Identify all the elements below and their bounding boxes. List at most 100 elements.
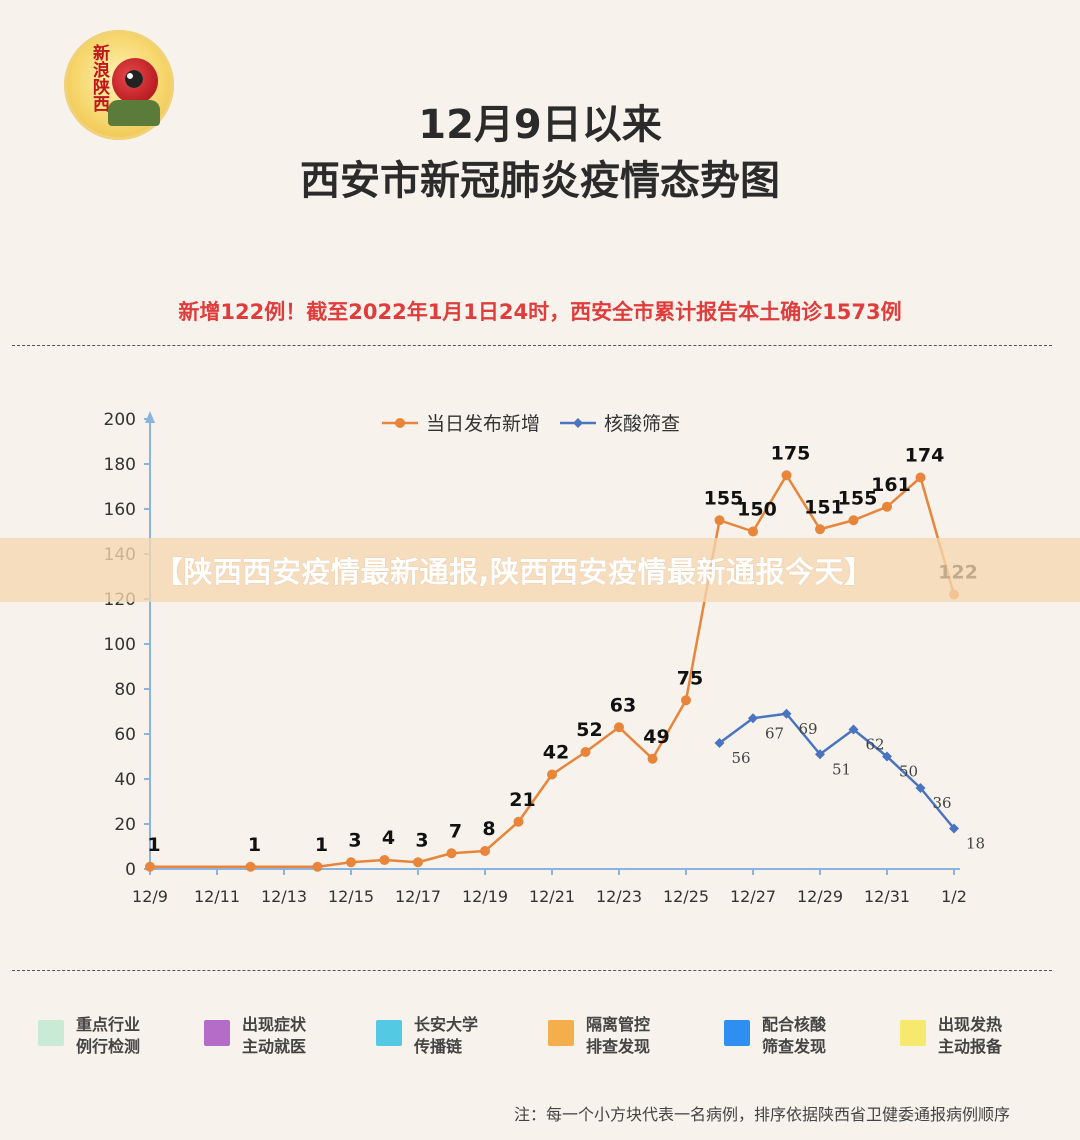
chart-axes: 02040608010012014016018020012/912/1112/1…: [104, 410, 967, 906]
y-tick-label: 20: [114, 815, 136, 835]
data-point: [547, 769, 557, 780]
sina-shaanxi-logo: 新浪陕西: [64, 30, 174, 140]
data-point: [145, 861, 155, 872]
data-point: [714, 738, 725, 748]
y-tick-label: 80: [114, 680, 136, 700]
category-label: 出现症状 主动就医: [242, 1015, 307, 1056]
x-tick-label: 12/9: [132, 887, 168, 906]
category-swatch: [900, 1020, 926, 1046]
data-point: [748, 526, 758, 537]
data-point: [915, 472, 926, 483]
category-swatch: [724, 1020, 750, 1046]
category-label: 隔离管控 排查发现: [586, 1015, 651, 1056]
category-item: 长安大学 传播链: [376, 1014, 536, 1064]
data-label: 4: [382, 827, 395, 849]
chart-title-line1: 12月9日以来: [418, 102, 662, 148]
category-legend: 重点行业 例行检测 出现症状 主动就医 长安大学 传播链 隔离管控 排查发现 配合核酸 筛查发现 出…: [0, 1014, 1080, 1064]
x-tick-label: 12/17: [395, 887, 441, 906]
y-axis-arrow: [145, 411, 155, 423]
category-item: 配合核酸 筛查发现: [724, 1014, 884, 1064]
data-point: [781, 708, 792, 719]
data-label: 151: [804, 496, 844, 518]
data-label: 161: [871, 474, 911, 496]
data-point: [815, 524, 825, 535]
data-point: [580, 747, 591, 757]
data-point: [848, 515, 859, 526]
x-tick-label: 12/15: [328, 887, 374, 906]
data-point: [781, 470, 792, 481]
legend-marker: [573, 418, 583, 428]
footnote: 注：每一个小方块代表一名病例，排序依据陕西省卫健委通报病例顺序: [513, 1105, 1010, 1124]
category-swatch: [204, 1020, 230, 1046]
data-label: 155: [838, 487, 878, 509]
data-label: 3: [348, 829, 361, 851]
y-tick-label: 200: [104, 410, 136, 430]
category-swatch: [38, 1020, 64, 1046]
x-tick-label: 12/13: [261, 887, 307, 906]
data-point: [882, 751, 892, 762]
y-tick-label: 40: [114, 770, 136, 790]
data-label: 155: [704, 487, 744, 509]
chart-title-line2: 西安市新冠肺炎疫情态势图: [300, 158, 780, 204]
x-tick-label: 12/25: [663, 887, 709, 906]
data-label: 62: [866, 736, 885, 754]
category-swatch: [376, 1020, 402, 1046]
data-point: [480, 846, 490, 856]
x-tick-label: 12/29: [797, 887, 843, 906]
overlay-banner-text: 【陕西西安疫情最新通报,陕西西安疫情最新通报今天】: [154, 555, 874, 589]
x-tick-label: 12/27: [730, 887, 776, 906]
data-label: 150: [737, 499, 777, 521]
data-label: 63: [610, 694, 636, 716]
data-label: 51: [832, 760, 851, 778]
data-label: 50: [899, 763, 918, 781]
category-item: 隔离管控 排查发现: [548, 1014, 708, 1064]
data-label: 8: [482, 818, 495, 840]
data-point: [882, 501, 892, 512]
x-tick-label: 12/23: [596, 887, 642, 906]
series-line-1: [718, 712, 955, 830]
data-point: [681, 695, 691, 706]
data-label: 1: [248, 834, 261, 856]
data-label: 75: [677, 667, 703, 689]
data-label: 67: [765, 724, 784, 742]
data-point: [379, 855, 390, 865]
data-label: 56: [732, 749, 751, 767]
data-label: 1: [147, 834, 160, 856]
chart-series: 1 1 1 3 4 3 7 821425263497515515017515115516117…: [145, 442, 985, 872]
x-tick-label: 1/2: [941, 887, 967, 906]
y-tick-label: 180: [104, 455, 136, 475]
data-label: 49: [643, 726, 669, 748]
legend-label: 核酸筛查: [604, 413, 680, 435]
y-tick-label: 60: [114, 725, 136, 745]
category-label: 重点行业 例行检测: [76, 1015, 141, 1056]
category-label: 出现发热 主动报备: [938, 1015, 1003, 1056]
data-point: [714, 515, 725, 526]
x-tick-label: 12/11: [194, 887, 240, 906]
category-item: 出现症状 主动就医: [204, 1014, 364, 1064]
data-point: [915, 783, 926, 793]
category-swatch: [548, 1020, 574, 1046]
data-point: [614, 722, 624, 733]
category-label: 长安大学 传播链: [414, 1015, 479, 1056]
data-label: 36: [933, 794, 952, 812]
data-label: 1: [315, 834, 328, 856]
data-point: [245, 861, 256, 872]
data-point: [312, 861, 323, 872]
y-tick-label: 0: [125, 860, 136, 880]
x-tick-label: 12/19: [462, 887, 508, 906]
legend-label: 当日发布新增: [426, 413, 540, 435]
data-point: [848, 724, 859, 735]
data-label: 7: [449, 820, 462, 842]
data-point: [413, 857, 423, 868]
chart-legend: 当日发布新增 核酸筛查: [382, 413, 680, 435]
data-label: 69: [799, 720, 818, 738]
y-tick-label: 160: [104, 500, 136, 520]
mascot-body: [108, 100, 160, 126]
mascot-face: [112, 58, 158, 104]
x-tick-label: 12/31: [864, 887, 910, 906]
data-point: [346, 857, 356, 868]
data-point: [513, 816, 524, 827]
data-point: [647, 753, 658, 764]
data-label: 52: [576, 719, 602, 741]
